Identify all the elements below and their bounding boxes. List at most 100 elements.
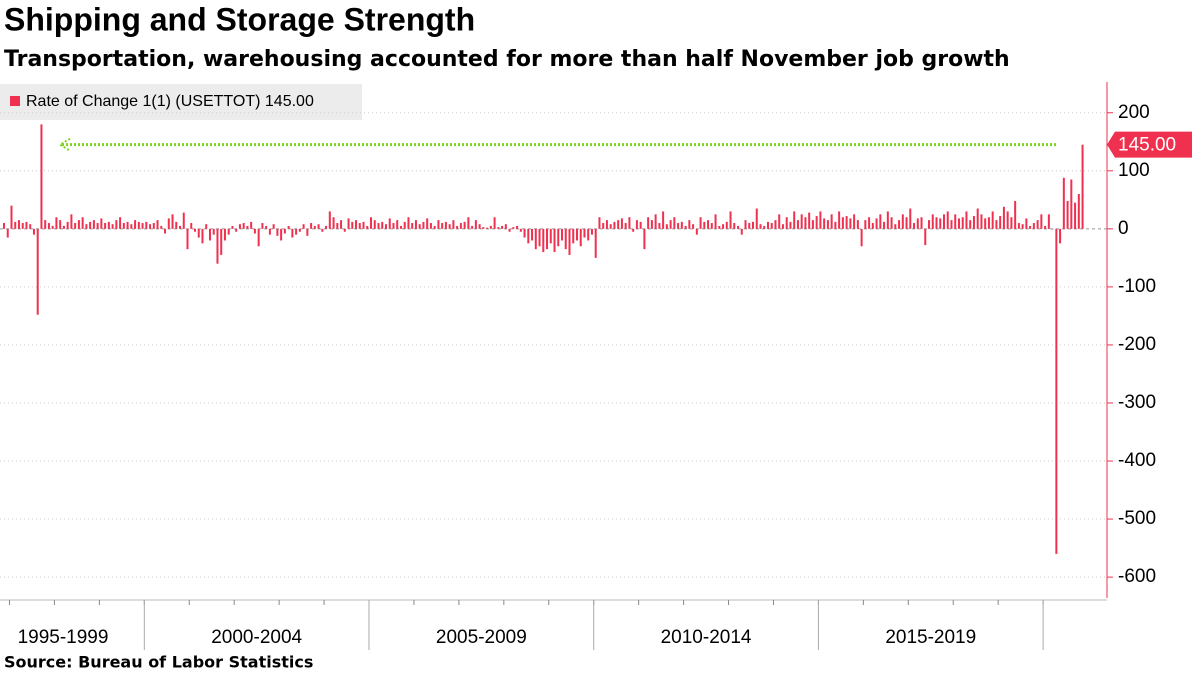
bar	[680, 221, 683, 229]
bar	[66, 221, 69, 229]
bar	[283, 228, 286, 234]
bar	[336, 223, 339, 229]
bar	[47, 223, 50, 229]
source: Source: Bureau of Labor Statistics	[4, 653, 313, 672]
bar	[441, 223, 444, 229]
bar	[669, 220, 672, 229]
bar	[242, 223, 245, 229]
bar	[373, 220, 376, 229]
bar	[422, 221, 425, 229]
bar	[1002, 206, 1005, 229]
bar	[744, 220, 747, 229]
bar	[546, 228, 549, 250]
bar	[302, 224, 305, 229]
bar	[519, 228, 522, 232]
bar	[946, 211, 949, 229]
y-tick-label: 0	[1118, 218, 1129, 239]
bar	[785, 217, 788, 229]
bar	[343, 228, 346, 232]
bar	[722, 224, 725, 229]
bar	[175, 221, 178, 229]
bar	[29, 224, 32, 229]
bar	[1070, 179, 1073, 229]
bar	[939, 218, 942, 229]
bar	[987, 217, 990, 229]
bar	[647, 217, 650, 229]
bar	[85, 224, 88, 229]
bar	[238, 224, 241, 229]
bar	[605, 220, 608, 229]
bar	[261, 223, 264, 229]
bar	[534, 228, 537, 250]
bar	[193, 228, 196, 232]
bar	[186, 228, 189, 250]
bar	[564, 228, 567, 250]
x-period-label: 1995-1999	[18, 627, 109, 648]
bar	[111, 224, 114, 229]
bar	[752, 221, 754, 229]
bar	[167, 218, 170, 229]
bar	[306, 228, 309, 236]
bar	[658, 223, 661, 229]
y-tick-label: -200	[1118, 334, 1156, 355]
bar	[766, 221, 769, 229]
bar	[654, 214, 657, 229]
y-tick-label: -300	[1118, 392, 1156, 413]
bar	[1040, 214, 1043, 229]
bar	[474, 220, 477, 229]
bar	[523, 228, 526, 238]
bar	[714, 214, 717, 229]
bar	[489, 225, 492, 229]
bar	[1032, 223, 1035, 229]
bar	[856, 220, 859, 229]
bar	[152, 223, 155, 229]
bar	[403, 221, 406, 229]
bar	[145, 221, 148, 229]
bar	[1017, 223, 1020, 229]
bar	[231, 225, 234, 229]
bar	[710, 223, 713, 229]
bar	[156, 220, 159, 229]
bar	[1077, 194, 1080, 229]
bar	[969, 220, 972, 229]
bar	[212, 228, 215, 235]
bar	[1074, 202, 1077, 229]
bar	[276, 228, 279, 236]
bar	[804, 217, 807, 229]
bar	[89, 221, 92, 229]
bar	[594, 228, 597, 258]
bar	[819, 211, 822, 229]
bar	[321, 228, 324, 232]
bar	[332, 217, 335, 229]
bar	[444, 221, 447, 229]
bar	[164, 228, 167, 234]
bar	[310, 223, 313, 229]
bar	[898, 220, 901, 229]
bar	[463, 221, 466, 229]
bar	[841, 217, 844, 229]
bar	[853, 214, 856, 229]
bar	[639, 221, 642, 229]
bar	[137, 221, 140, 229]
bar	[561, 228, 564, 241]
bar	[21, 223, 24, 229]
y-tick-label: -500	[1118, 508, 1156, 529]
bar	[493, 217, 496, 229]
bar	[418, 224, 421, 229]
bar	[875, 218, 878, 229]
bar	[796, 220, 799, 229]
bar	[1081, 144, 1084, 229]
bar	[789, 221, 792, 229]
bar	[25, 221, 28, 229]
bar	[815, 216, 818, 229]
bar	[40, 124, 43, 229]
bar	[62, 225, 65, 229]
bar	[1044, 225, 1047, 229]
bar	[755, 208, 758, 229]
bar	[707, 220, 710, 229]
bar	[695, 228, 698, 235]
bar	[759, 224, 762, 229]
bar	[950, 220, 953, 229]
bar	[471, 225, 474, 229]
bar	[864, 220, 867, 229]
